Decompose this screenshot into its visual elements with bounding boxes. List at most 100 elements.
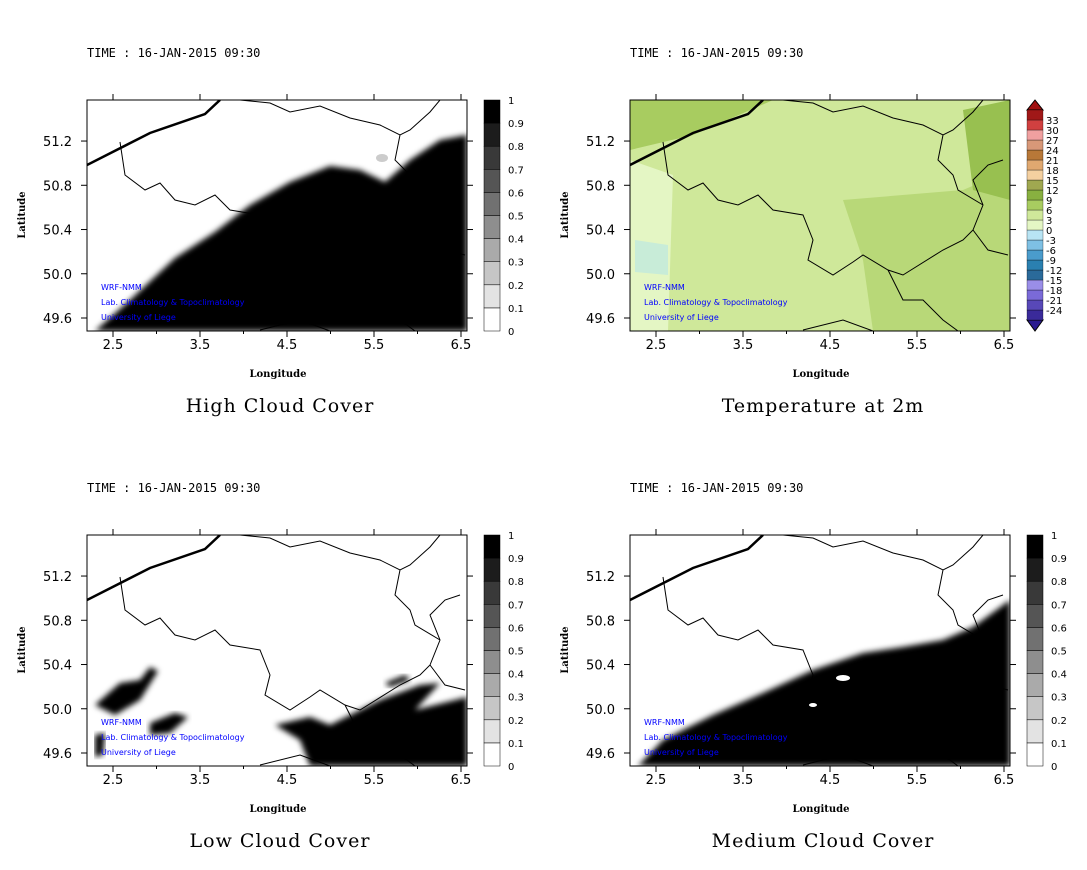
colorbar-label: 12 [1046, 186, 1059, 197]
colorbar-label: 0.2 [508, 716, 524, 727]
country-borders [119, 535, 466, 766]
time-label: TIME : 16-JAN-2015 09:30 [87, 481, 261, 495]
x-tick-label: 6.5 [451, 338, 472, 353]
x-tick-label: 2.5 [103, 773, 124, 788]
colorbar-label: 1 [508, 96, 514, 107]
y-tick-label: 50.0 [43, 703, 72, 718]
colorbar-label: -12 [1046, 266, 1062, 277]
cloud-field [95, 667, 158, 715]
watermark-text: University of Liege [101, 313, 176, 322]
y-axis-label: Latitude [560, 626, 571, 673]
panel-medium-cloud-cover: TIME : 16-JAN-2015 09:30 2.5 3.5 4.5 5.5 6.5… [543, 435, 1086, 870]
colorbar-label: 0.6 [1051, 623, 1067, 634]
x-tick-label: 5.5 [907, 773, 928, 788]
watermark-text: WRF-NMM [644, 283, 685, 292]
x-tick-label: 3.5 [733, 773, 754, 788]
colorbar-label: 0.7 [508, 165, 524, 176]
cloud-field [95, 135, 467, 331]
x-tick-label: 6.5 [451, 773, 472, 788]
x-tick-label: 2.5 [646, 338, 667, 353]
y-tick-label: 50.8 [43, 179, 72, 194]
x-axis-label: Longitude [249, 369, 306, 380]
colorbar-label: 0.4 [1051, 670, 1067, 681]
panel-title: Low Cloud Cover [189, 830, 371, 852]
cloud-field [95, 733, 105, 757]
y-tick-label: 51.2 [43, 135, 72, 150]
colorbar-label: 1 [1051, 531, 1057, 542]
colorbar-label: 0.5 [508, 647, 524, 658]
colorbar-label: 0.9 [1051, 554, 1067, 565]
colorbar-label: 27 [1046, 136, 1059, 147]
colorbar-box [483, 627, 501, 651]
watermark-text: Lab. Climatology & Topoclimatology [644, 733, 788, 742]
map-plot: 2.5 3.5 4.5 5.5 6.5 51.2 50.8 50.4 50.0 49.6 Longi… [560, 529, 1067, 815]
y-tick-label: 49.6 [586, 312, 615, 327]
colorbar-box [1026, 696, 1044, 721]
cloud-field [638, 600, 1010, 766]
x-tick-label: 5.5 [364, 338, 385, 353]
x-tick-label: 3.5 [190, 773, 211, 788]
colorbar-box [1026, 557, 1044, 582]
y-tick-label: 51.2 [586, 570, 615, 585]
colorbar-label: -24 [1046, 306, 1062, 317]
colorbar-box [1026, 627, 1044, 651]
y-axis-label: Latitude [17, 191, 28, 238]
coastline [630, 100, 764, 167]
watermark-text: University of Liege [644, 748, 719, 757]
colorbar-label: 1 [508, 531, 514, 542]
map-area [630, 535, 1010, 766]
colorbar-label: -3 [1046, 236, 1056, 247]
y-tick-label: 50.4 [586, 224, 615, 239]
colorbar-label: 0.4 [508, 235, 524, 246]
clear-patch [809, 703, 817, 707]
time-label: TIME : 16-JAN-2015 09:30 [630, 46, 804, 60]
temperature-field [843, 170, 1010, 331]
colorbar-box [1026, 179, 1044, 191]
panel-title: Medium Cloud Cover [711, 830, 935, 852]
colorbar-box [483, 696, 501, 721]
cloud-field [275, 683, 467, 766]
map-area [87, 100, 467, 331]
colorbar-label: -18 [1046, 286, 1062, 297]
colorbar-label: -9 [1046, 256, 1056, 267]
colorbar-label: 0.3 [1051, 693, 1067, 704]
colorbar-box [1026, 673, 1044, 697]
x-tick-label: 3.5 [190, 338, 211, 353]
y-tick-label: 50.8 [586, 614, 615, 629]
colorbar-label: 0.6 [508, 188, 524, 199]
colorbar-box [1026, 742, 1044, 767]
panel-temperature-2m: TIME : 16-JAN-2015 09:30 2.5 3.5 4.5 5.5 6.5… [543, 0, 1086, 435]
map-plot: 2.5 3.5 4.5 5.5 6.5 51.2 50.8 50.4 50.0 49.6 Longi… [560, 94, 1062, 380]
coastline [87, 535, 221, 602]
country-borders [119, 100, 466, 331]
cloud-field [385, 675, 410, 687]
colorbar-box [1026, 239, 1044, 251]
colorbar-box [1026, 129, 1044, 141]
y-tick-label: 50.4 [43, 224, 72, 239]
coastline [87, 100, 221, 167]
y-tick-label: 49.6 [586, 747, 615, 762]
cloud-field [150, 713, 188, 735]
time-label: TIME : 16-JAN-2015 09:30 [630, 481, 804, 495]
cloud-patch [376, 154, 388, 162]
colorbar-label: 0.1 [508, 304, 524, 315]
plot-frame [629, 534, 1011, 767]
colorbar-box [1026, 139, 1044, 151]
temperature-field [630, 100, 773, 150]
x-axis-label: Longitude [792, 804, 849, 815]
x-tick-label: 3.5 [733, 338, 754, 353]
map-area [630, 100, 1010, 331]
colorbar-box [1026, 289, 1044, 301]
colorbar-box [483, 673, 501, 697]
colorbar-box [1026, 580, 1044, 605]
colorbar-box [1026, 109, 1044, 121]
colorbar-box [1026, 159, 1044, 171]
colorbar-label: 0.4 [508, 670, 524, 681]
time-label: TIME : 16-JAN-2015 09:30 [87, 46, 261, 60]
y-tick-label: 50.8 [43, 614, 72, 629]
clear-patch [836, 675, 850, 681]
colorbar-box [1026, 119, 1044, 131]
colorbar-box [1026, 299, 1044, 311]
colorbar-label: 0.5 [508, 212, 524, 223]
x-tick-label: 5.5 [364, 773, 385, 788]
